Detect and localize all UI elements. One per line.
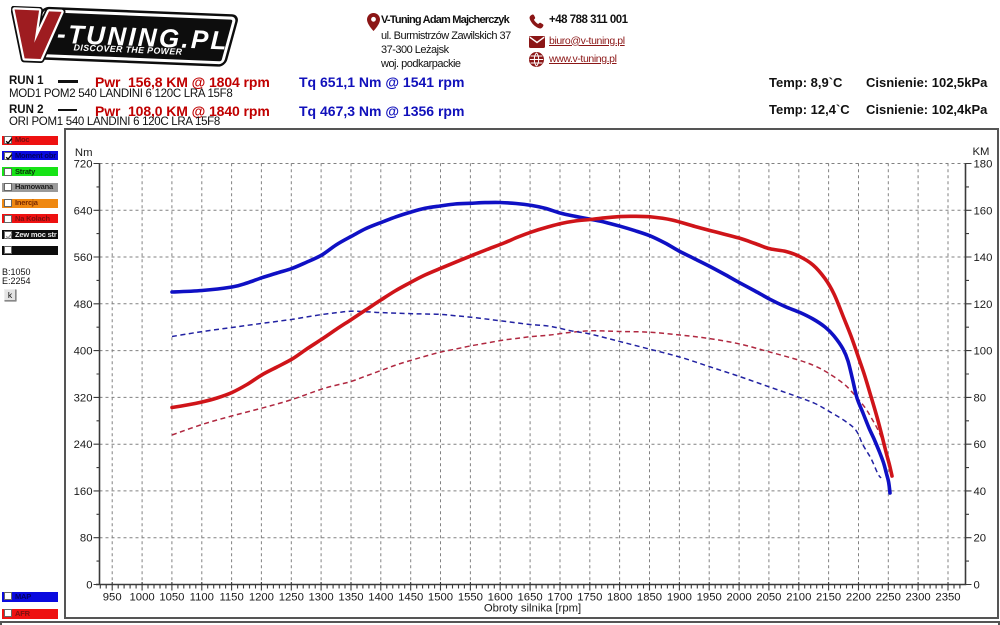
svg-text:2300: 2300 xyxy=(906,592,931,604)
svg-text:1250: 1250 xyxy=(279,592,304,604)
svg-text:1200: 1200 xyxy=(249,592,274,604)
svg-text:2100: 2100 xyxy=(786,592,811,604)
svg-text:480: 480 xyxy=(74,299,93,311)
svg-text:60: 60 xyxy=(974,439,987,451)
svg-text:KM: KM xyxy=(973,146,990,158)
svg-text:1300: 1300 xyxy=(309,592,334,604)
svg-text:1900: 1900 xyxy=(667,592,692,604)
svg-text:0: 0 xyxy=(86,580,92,592)
svg-text:1850: 1850 xyxy=(637,592,662,604)
svg-text:180: 180 xyxy=(974,159,993,171)
svg-text:1100: 1100 xyxy=(190,592,214,604)
svg-text:Obroty silnika [rpm]: Obroty silnika [rpm] xyxy=(484,603,581,615)
svg-text:1550: 1550 xyxy=(458,592,483,604)
svg-text:320: 320 xyxy=(74,392,93,404)
svg-text:1600: 1600 xyxy=(488,592,513,604)
svg-text:1000: 1000 xyxy=(130,592,155,604)
svg-text:80: 80 xyxy=(974,392,987,404)
svg-text:1150: 1150 xyxy=(219,592,243,604)
svg-text:20: 20 xyxy=(974,533,987,545)
svg-text:1950: 1950 xyxy=(697,592,722,604)
svg-text:1500: 1500 xyxy=(428,592,453,604)
svg-text:2250: 2250 xyxy=(876,592,901,604)
svg-text:160: 160 xyxy=(974,205,993,217)
svg-text:720: 720 xyxy=(74,159,93,171)
svg-text:240: 240 xyxy=(74,439,93,451)
svg-text:80: 80 xyxy=(80,533,93,545)
svg-text:1450: 1450 xyxy=(398,592,423,604)
svg-text:120: 120 xyxy=(974,299,993,311)
svg-text:0: 0 xyxy=(974,580,980,592)
svg-text:560: 560 xyxy=(74,252,93,264)
svg-text:2200: 2200 xyxy=(846,592,871,604)
svg-text:2000: 2000 xyxy=(727,592,752,604)
svg-text:400: 400 xyxy=(74,346,93,358)
svg-text:2150: 2150 xyxy=(816,592,841,604)
svg-text:1400: 1400 xyxy=(368,592,393,604)
svg-text:1800: 1800 xyxy=(607,592,632,604)
svg-text:1350: 1350 xyxy=(338,592,363,604)
svg-text:140: 140 xyxy=(974,252,993,264)
svg-text:160: 160 xyxy=(74,486,93,498)
svg-text:100: 100 xyxy=(974,346,993,358)
svg-text:40: 40 xyxy=(974,486,987,498)
svg-text:1750: 1750 xyxy=(577,592,602,604)
svg-text:1700: 1700 xyxy=(547,592,572,604)
svg-text:Nm: Nm xyxy=(75,147,93,159)
svg-text:950: 950 xyxy=(103,592,122,604)
svg-text:1050: 1050 xyxy=(159,592,184,604)
svg-text:2350: 2350 xyxy=(935,592,960,604)
svg-text:640: 640 xyxy=(74,205,93,217)
svg-text:2050: 2050 xyxy=(756,592,781,604)
svg-text:1650: 1650 xyxy=(518,592,543,604)
